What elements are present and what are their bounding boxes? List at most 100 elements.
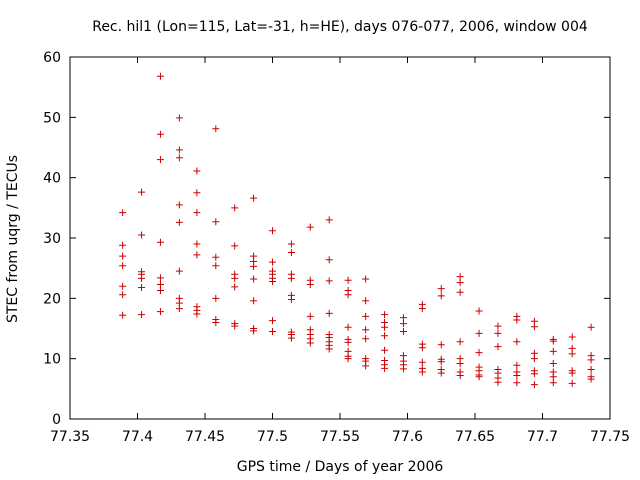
data-point xyxy=(568,333,576,341)
data-point xyxy=(212,253,220,261)
data-point xyxy=(494,329,502,337)
data-point xyxy=(287,334,295,342)
data-point xyxy=(156,156,164,164)
data-point xyxy=(231,242,239,250)
tick-labels: 77.35 77.4 77.45 77.5 77.55 77.6 77.65 77.7 77.7… xyxy=(43,50,630,445)
data-point xyxy=(456,338,464,346)
data-point xyxy=(437,358,445,366)
data-point xyxy=(568,350,576,358)
data-point xyxy=(250,327,258,335)
data-point xyxy=(513,379,521,387)
data-point xyxy=(231,283,239,291)
data-point xyxy=(175,305,183,313)
data-point xyxy=(513,361,521,369)
x-tick-label: 77.4 xyxy=(122,429,153,445)
data-point xyxy=(399,328,407,336)
data-point xyxy=(269,317,276,325)
data-point xyxy=(156,72,164,80)
data-point xyxy=(344,355,352,363)
data-point xyxy=(362,335,370,343)
data-point xyxy=(418,368,426,376)
x-tick-label: 77.5 xyxy=(257,429,288,445)
x-axis-label: GPS time / Days of year 2006 xyxy=(237,459,444,475)
y-axis-label: STEC from uqrg / TECUs xyxy=(5,155,21,323)
data-point xyxy=(212,294,220,302)
data-point xyxy=(587,323,595,331)
data-point xyxy=(587,356,595,364)
data-point xyxy=(568,379,576,387)
data-point xyxy=(475,307,483,315)
chart-title: Rec. hil1 (Lon=115, Lat=-31, h=HE), days… xyxy=(92,19,588,35)
data-point xyxy=(513,372,521,380)
x-tick-label: 77.55 xyxy=(320,429,360,445)
data-point xyxy=(269,227,276,235)
data-point xyxy=(119,291,127,299)
data-point xyxy=(306,280,314,288)
data-point xyxy=(399,314,407,322)
data-point xyxy=(231,204,239,212)
x-tick-label: 77.6 xyxy=(392,429,423,445)
data-point xyxy=(175,218,183,226)
data-point xyxy=(549,373,557,381)
data-point xyxy=(269,258,276,266)
data-point xyxy=(456,279,464,287)
data-point xyxy=(530,370,538,378)
data-point xyxy=(156,238,164,246)
data-point xyxy=(175,114,183,122)
data-point xyxy=(362,297,370,305)
data-point xyxy=(156,280,164,288)
data-point xyxy=(325,277,333,285)
data-point xyxy=(193,240,201,248)
data-point xyxy=(362,275,370,283)
data-point xyxy=(156,308,164,316)
data-point xyxy=(418,344,426,352)
data-point xyxy=(193,167,201,175)
data-point xyxy=(513,316,521,324)
data-point xyxy=(138,283,146,291)
data-point xyxy=(306,339,314,347)
x-tick-label: 77.7 xyxy=(527,429,558,445)
data-point xyxy=(250,275,258,283)
data-point xyxy=(587,366,595,374)
x-tick-label: 77.45 xyxy=(185,429,225,445)
data-point xyxy=(269,328,276,336)
data-point xyxy=(231,322,239,330)
data-point xyxy=(119,262,127,270)
data-point xyxy=(306,223,314,231)
data-point xyxy=(119,209,127,217)
data-point xyxy=(325,256,333,264)
data-point xyxy=(530,381,538,389)
data-point xyxy=(549,337,557,345)
x-tick-label: 77.65 xyxy=(455,429,495,445)
data-point xyxy=(437,285,445,293)
data-point xyxy=(156,286,164,294)
data-point xyxy=(175,154,183,162)
data-point xyxy=(287,240,295,248)
data-point xyxy=(437,292,445,300)
data-point xyxy=(530,355,538,363)
data-point xyxy=(287,248,295,256)
data-point xyxy=(344,323,352,331)
data-point xyxy=(138,188,146,196)
data-point xyxy=(381,323,389,331)
data-point xyxy=(513,338,521,346)
data-point xyxy=(119,311,127,319)
data-point xyxy=(494,322,502,330)
data-point xyxy=(287,274,295,282)
data-point xyxy=(399,365,407,373)
data-point xyxy=(138,311,146,319)
y-tick-label: 30 xyxy=(43,231,61,247)
data-point xyxy=(325,216,333,224)
data-point xyxy=(494,378,502,386)
data-point xyxy=(475,329,483,337)
data-point xyxy=(362,362,370,370)
data-point xyxy=(250,262,258,270)
data-point xyxy=(549,359,557,367)
data-point xyxy=(381,332,389,340)
data-point xyxy=(250,194,258,202)
data-point xyxy=(269,277,276,285)
data-point xyxy=(456,273,464,281)
y-tick-label: 0 xyxy=(52,412,61,428)
